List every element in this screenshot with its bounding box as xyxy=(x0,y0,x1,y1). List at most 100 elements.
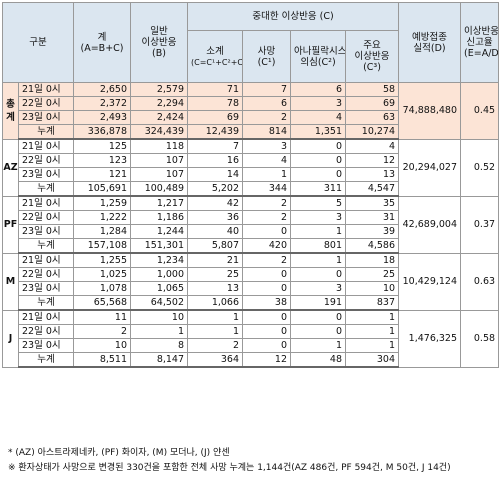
table-total-row: 누계 8,511 8,147 364 12 48 304 xyxy=(3,352,499,368)
cell-death: 0 xyxy=(242,338,292,353)
vaccination-count: 74,888,480 xyxy=(398,82,462,140)
cell-anaph: 1 xyxy=(290,338,347,353)
cell-total: 2,493 xyxy=(73,110,132,125)
cell-general: 2,424 xyxy=(130,110,189,125)
cell-total: 1,025 xyxy=(73,267,132,282)
report-rate: 0.45 xyxy=(460,82,500,140)
cell-anaph: 1 xyxy=(290,252,347,268)
header-category: 구분 xyxy=(1,2,75,83)
cell-death: 2 xyxy=(242,210,292,225)
row-label: 누계 xyxy=(17,181,75,197)
cell-major: 69 xyxy=(345,96,400,111)
row-label: 21일 0시 xyxy=(17,309,75,325)
cell-total: 65,568 xyxy=(73,295,132,311)
cell-death: 38 xyxy=(242,295,292,311)
report-rate: 0.58 xyxy=(460,309,500,368)
cell-subtotal: 40 xyxy=(187,224,244,239)
row-label: 22일 0시 xyxy=(17,267,75,282)
header-subtotal: 소계(C=C¹+C²+C³) xyxy=(187,30,244,83)
cell-general: 1,234 xyxy=(130,252,189,268)
cell-anaph: 3 xyxy=(290,210,347,225)
cell-death: 6 xyxy=(242,96,292,111)
cell-death: 0 xyxy=(242,224,292,239)
cell-general: 1,244 xyxy=(130,224,189,239)
row-label: 21일 0시 xyxy=(17,82,75,97)
header-death: 사망 (C¹) xyxy=(242,30,292,83)
row-label: 23일 0시 xyxy=(17,110,75,125)
cell-general: 2,294 xyxy=(130,96,189,111)
cell-anaph: 5 xyxy=(290,195,347,211)
table-row: 총계 21일 0시 2,650 2,579 71 7 6 58 74,888,480 0.45 xyxy=(2,82,500,140)
row-label: 23일 0시 xyxy=(17,338,75,353)
cell-general: 64,502 xyxy=(130,295,189,311)
cell-total: 1,259 xyxy=(73,195,132,211)
group-name: PF xyxy=(2,195,19,254)
vaccination-count: 10,429,124 xyxy=(398,252,462,311)
report-rate: 0.52 xyxy=(460,138,500,197)
cell-subtotal: 42 xyxy=(187,195,244,211)
cell-subtotal: 14 xyxy=(187,167,244,182)
header-anaphylaxis: 아나필락시스 의심(C²) xyxy=(290,30,347,83)
cell-death: 2 xyxy=(242,110,292,125)
cell-general: 1,000 xyxy=(130,267,189,282)
cell-subtotal: 1,066 xyxy=(187,295,244,311)
row-label: 22일 0시 xyxy=(17,96,75,111)
cell-subtotal: 36 xyxy=(187,210,244,225)
cell-death: 0 xyxy=(242,281,292,296)
cell-death: 0 xyxy=(242,267,292,282)
cell-total: 2 xyxy=(73,324,132,339)
table-row: 22일 0시 2 1 1 0 0 1 xyxy=(3,324,499,339)
group-name: 총계 xyxy=(2,82,19,140)
cell-death: 4 xyxy=(242,153,292,168)
header-serious: 중대한 이상반응 (C) xyxy=(187,2,400,31)
cell-subtotal: 71 xyxy=(187,82,244,97)
footnotes: * (AZ) 아스트라제네카, (PF) 화이자, (M) 모더나, (J) 얀… xyxy=(8,446,451,476)
cell-total: 123 xyxy=(73,153,132,168)
row-label: 22일 0시 xyxy=(17,210,75,225)
cell-major: 10 xyxy=(345,281,400,296)
cell-anaph: 0 xyxy=(290,309,347,325)
cell-general: 151,301 xyxy=(130,238,189,254)
cell-anaph: 191 xyxy=(290,295,347,311)
cell-total: 1,222 xyxy=(73,210,132,225)
cell-general: 8 xyxy=(130,338,189,353)
cell-major: 1 xyxy=(345,324,400,339)
footnote-abbreviations: * (AZ) 아스트라제네카, (PF) 화이자, (M) 모더나, (J) 얀… xyxy=(8,448,230,458)
group-name: AZ xyxy=(2,138,19,197)
group-name: J xyxy=(2,309,19,368)
cell-total: 1,255 xyxy=(73,252,132,268)
cell-major: 25 xyxy=(345,267,400,282)
cell-anaph: 801 xyxy=(290,238,347,254)
cell-death: 0 xyxy=(242,309,292,325)
cell-subtotal: 12,439 xyxy=(187,124,244,140)
adverse-reaction-table: 구분 계 (A=B+C) 일반 이상반응 (B) 중대한 이상반응 (C) 예방접종 실… xyxy=(1,2,500,368)
row-label: 23일 0시 xyxy=(17,281,75,296)
cell-death: 2 xyxy=(242,195,292,211)
cell-total: 1,078 xyxy=(73,281,132,296)
cell-anaph: 3 xyxy=(290,96,347,111)
footnote-death-total: ※ 환자상태가 사망으로 변경된 330건을 포함한 전체 사망 누계는 1,1… xyxy=(8,463,451,473)
row-label: 누계 xyxy=(17,352,75,368)
cell-subtotal: 7 xyxy=(187,138,244,154)
row-label: 21일 0시 xyxy=(17,138,75,154)
group-name: M xyxy=(2,252,19,311)
cell-major: 4 xyxy=(345,138,400,154)
cell-major: 1 xyxy=(345,338,400,353)
cell-anaph: 0 xyxy=(290,267,347,282)
cell-anaph: 1 xyxy=(290,224,347,239)
cell-general: 1,186 xyxy=(130,210,189,225)
cell-death: 1 xyxy=(242,167,292,182)
table-row: 22일 0시 1,222 1,186 36 2 3 31 xyxy=(3,210,499,225)
row-label: 22일 0시 xyxy=(17,153,75,168)
header-major: 주요 이상반응 (C³) xyxy=(345,30,400,83)
cell-general: 100,489 xyxy=(130,181,189,197)
cell-total: 8,511 xyxy=(73,352,132,368)
cell-subtotal: 2 xyxy=(187,338,244,353)
table-row: 23일 0시 2,493 2,424 69 2 4 63 xyxy=(2,110,499,125)
vaccination-count: 1,476,325 xyxy=(398,309,462,368)
row-label: 누계 xyxy=(17,238,75,254)
cell-general: 107 xyxy=(130,167,189,182)
header-total: 계 (A=B+C) xyxy=(73,2,132,83)
cell-major: 13 xyxy=(345,167,400,182)
